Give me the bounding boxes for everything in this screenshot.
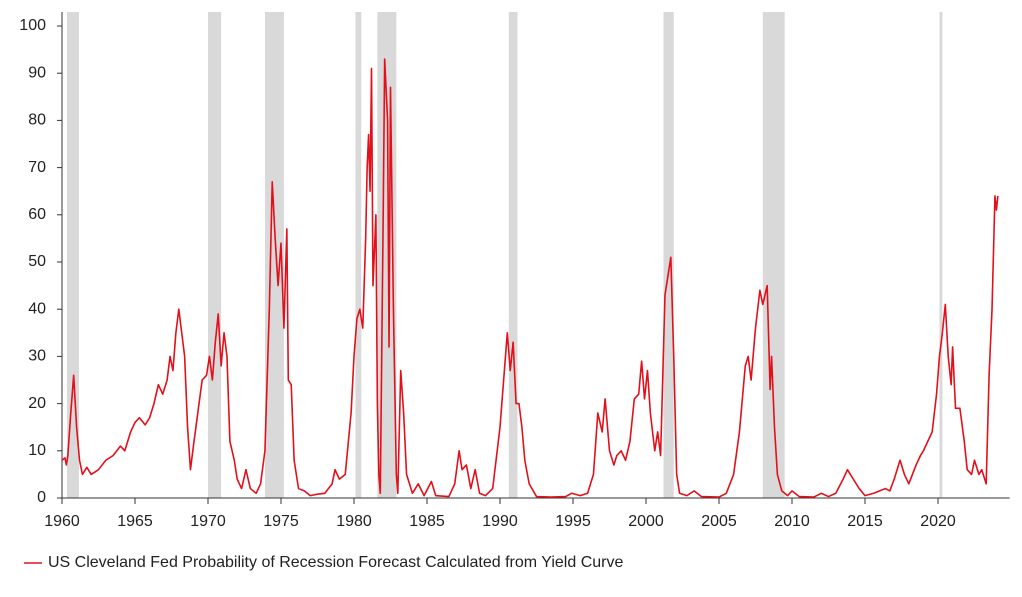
y-tick-label: 90 <box>28 64 46 81</box>
x-tick-label: 1965 <box>117 513 153 530</box>
y-tick-label: 100 <box>19 17 46 34</box>
y-tick-label: 80 <box>28 112 46 129</box>
recession-band <box>939 12 943 498</box>
x-tick-label: 1980 <box>336 513 372 530</box>
x-tick-label: 2010 <box>774 513 810 530</box>
recession-band <box>264 12 284 498</box>
recession-band <box>762 12 785 498</box>
x-tick-label: 2000 <box>628 513 664 530</box>
y-tick-label: 40 <box>28 300 46 317</box>
y-tick-label: 10 <box>28 442 46 459</box>
y-tick-label: 0 <box>37 489 46 506</box>
y-tick-label: 50 <box>28 253 46 270</box>
x-tick-label: 1990 <box>482 513 518 530</box>
x-tick-label: 2020 <box>920 513 956 530</box>
y-tick-label: 20 <box>28 395 46 412</box>
x-tick-label: 2005 <box>701 513 737 530</box>
x-tick-label: 2015 <box>847 513 883 530</box>
x-tick-label: 1985 <box>409 513 445 530</box>
y-tick-label: 60 <box>28 206 46 223</box>
x-tick-label: 1960 <box>44 513 80 530</box>
recession-band <box>208 12 222 498</box>
recession-band <box>508 12 518 498</box>
legend-label: US Cleveland Fed Probability of Recessio… <box>48 554 623 571</box>
recession-band <box>663 12 674 498</box>
x-tick-label: 1970 <box>190 513 226 530</box>
recession-band <box>355 12 362 498</box>
recession-band <box>66 12 79 498</box>
x-tick-label: 1975 <box>263 513 299 530</box>
y-tick-label: 70 <box>28 159 46 176</box>
y-tick-label: 30 <box>28 348 46 365</box>
x-tick-label: 1995 <box>555 513 591 530</box>
series-line <box>61 58 999 498</box>
